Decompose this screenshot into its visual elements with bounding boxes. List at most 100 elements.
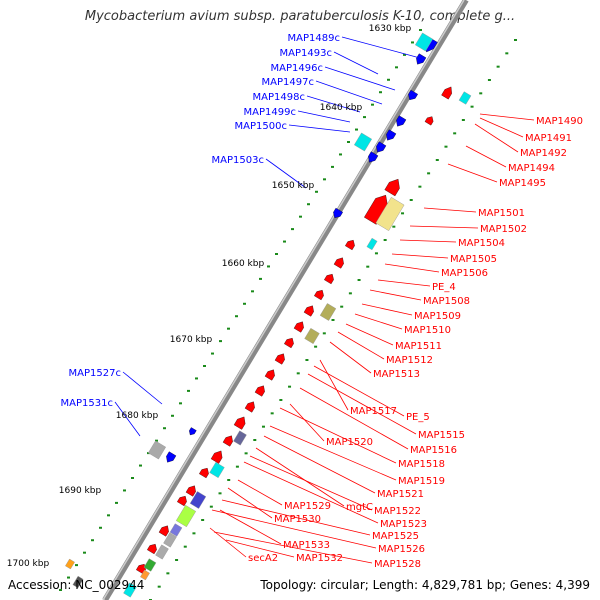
forward-gene-11[interactable]	[274, 352, 287, 365]
gene-label-map1519[interactable]: MAP1519	[398, 476, 445, 487]
gene-label-map1490[interactable]: MAP1490	[536, 116, 583, 127]
gene-label-map1533[interactable]: MAP1533	[283, 540, 330, 551]
reverse-gene-7[interactable]	[331, 207, 343, 220]
forward-gene-5[interactable]	[333, 256, 346, 269]
gene-label-map1513[interactable]: MAP1513	[373, 369, 420, 380]
orange-feature-0[interactable]	[140, 569, 150, 581]
gene-label-map1529[interactable]: MAP1529	[284, 501, 331, 512]
dark-feature[interactable]	[72, 575, 84, 589]
gene-label-map1492[interactable]: MAP1492	[520, 148, 567, 159]
forward-gene-8[interactable]	[303, 304, 316, 317]
forward-gene-9[interactable]	[293, 320, 306, 333]
forward-gene-0[interactable]	[441, 85, 454, 100]
forward-gene-12[interactable]	[264, 368, 277, 381]
forward-gene-13[interactable]	[254, 384, 267, 397]
gene-label-map1500c[interactable]: MAP1500c	[235, 121, 287, 132]
gene-label-map1526[interactable]: MAP1526	[378, 544, 425, 555]
olive-feature-1[interactable]	[304, 328, 320, 344]
gene-label-map1512[interactable]: MAP1512	[386, 355, 433, 366]
forward-gene-19[interactable]	[185, 484, 198, 497]
forward-gene-3[interactable]	[364, 192, 391, 225]
lime-feature[interactable]	[175, 504, 197, 528]
gene-label-map1493c[interactable]: MAP1493c	[280, 48, 332, 59]
cyan-feature-0[interactable]	[414, 32, 434, 52]
forward-gene-1[interactable]	[424, 115, 435, 126]
gene-label-map1505[interactable]: MAP1505	[450, 254, 497, 265]
gene-features[interactable]	[65, 32, 472, 598]
reverse-gene-3[interactable]	[394, 115, 407, 129]
gene-label-map1496c[interactable]: MAP1496c	[271, 63, 323, 74]
reverse-strand-labels[interactable]: MAP1489c MAP1493c MAP1496c MAP1497c MAP1498c…	[61, 33, 340, 409]
gene-label-pe-4[interactable]: PE_4	[432, 282, 456, 293]
gene-label-map1523[interactable]: MAP1523	[380, 519, 427, 530]
cyan-feature-5[interactable]	[123, 582, 137, 598]
gene-label-map1503c[interactable]: MAP1503c	[212, 155, 264, 166]
gene-label-map1489c[interactable]: MAP1489c	[288, 33, 340, 44]
gene-label-map1495[interactable]: MAP1495	[499, 178, 546, 189]
gene-label-map1521[interactable]: MAP1521	[377, 489, 424, 500]
gene-label-map1527c[interactable]: MAP1527c	[69, 368, 121, 379]
cyan-feature-2[interactable]	[458, 91, 472, 105]
forward-gene-7[interactable]	[314, 288, 325, 301]
cyan-feature-1[interactable]	[353, 132, 373, 152]
gene-label-map1498c[interactable]: MAP1498c	[253, 92, 305, 103]
cyan-feature-4[interactable]	[209, 462, 225, 478]
forward-gene-14[interactable]	[244, 400, 257, 413]
gene-label-map1511[interactable]: MAP1511	[395, 341, 442, 352]
orange-feature-1[interactable]	[65, 558, 75, 570]
gene-label-map1518[interactable]: MAP1518	[398, 459, 445, 470]
forward-gene-20[interactable]	[177, 494, 188, 507]
gene-label-map1502[interactable]: MAP1502	[480, 224, 527, 235]
gene-label-map1509[interactable]: MAP1509	[414, 311, 461, 322]
forward-gene-15[interactable]	[233, 415, 248, 430]
gray-feature-0[interactable]	[147, 440, 167, 460]
reverse-gene-6[interactable]	[366, 151, 379, 165]
gene-label-map1520[interactable]: MAP1520	[326, 437, 373, 448]
gene-label-map1515[interactable]: MAP1515	[418, 430, 465, 441]
forward-gene-22[interactable]	[147, 542, 158, 555]
green-feature[interactable]	[143, 558, 157, 572]
gene-label-map1516[interactable]: MAP1516	[410, 445, 457, 456]
reverse-gene-2[interactable]	[406, 89, 418, 102]
gene-label-map1531c[interactable]: MAP1531c	[61, 398, 113, 409]
gray-feature-2[interactable]	[155, 544, 169, 560]
gene-label-mgtc[interactable]: mgtC	[346, 502, 373, 513]
gene-label-map1497c[interactable]: MAP1497c	[262, 77, 314, 88]
forward-gene-21[interactable]	[158, 524, 171, 537]
gene-label-map1532[interactable]: MAP1532	[296, 553, 343, 564]
gene-label-map1491[interactable]: MAP1491	[525, 133, 572, 144]
forward-strand-labels[interactable]: MAP1490 MAP1491 MAP1492 MAP1494 MAP1495 MAP15…	[248, 116, 583, 570]
gene-label-map1499c[interactable]: MAP1499c	[244, 107, 296, 118]
slate-feature[interactable]	[233, 430, 247, 446]
gene-label-map1517[interactable]: MAP1517	[350, 406, 397, 417]
reverse-gene-8[interactable]	[164, 451, 177, 465]
gene-label-map1510[interactable]: MAP1510	[404, 325, 451, 336]
reverse-gene-9[interactable]	[188, 427, 197, 436]
gene-label-map1522[interactable]: MAP1522	[374, 506, 421, 517]
reverse-gene-1[interactable]	[414, 53, 427, 67]
reverse-gene-4[interactable]	[384, 129, 397, 143]
forward-gene-2[interactable]	[384, 176, 404, 197]
cyan-feature-3[interactable]	[366, 237, 378, 251]
gene-label-map1501[interactable]: MAP1501	[478, 208, 525, 219]
gray-feature-1[interactable]	[163, 532, 177, 548]
reverse-gene-5[interactable]	[374, 141, 387, 155]
gene-label-seca2[interactable]: secA2	[248, 553, 278, 564]
forward-gene-4[interactable]	[345, 238, 356, 251]
forward-gene-17[interactable]	[210, 449, 225, 464]
gene-label-map1528[interactable]: MAP1528	[374, 559, 421, 570]
gene-label-map1494[interactable]: MAP1494	[508, 163, 555, 174]
gene-label-map1530[interactable]: MAP1530	[274, 514, 321, 525]
gene-label-pe-5[interactable]: PE_5	[406, 412, 430, 423]
gene-label-map1525[interactable]: MAP1525	[372, 531, 419, 542]
olive-feature-0[interactable]	[319, 303, 337, 321]
gene-label-map1504[interactable]: MAP1504	[458, 238, 505, 249]
blue-box-feature[interactable]	[189, 491, 207, 509]
forward-gene-10[interactable]	[284, 336, 295, 349]
forward-gene-18[interactable]	[199, 466, 210, 479]
gene-label-map1506[interactable]: MAP1506	[441, 268, 488, 279]
forward-gene-6[interactable]	[324, 272, 335, 285]
violet-feature[interactable]	[169, 523, 183, 537]
khaki-feature[interactable]	[375, 197, 405, 231]
